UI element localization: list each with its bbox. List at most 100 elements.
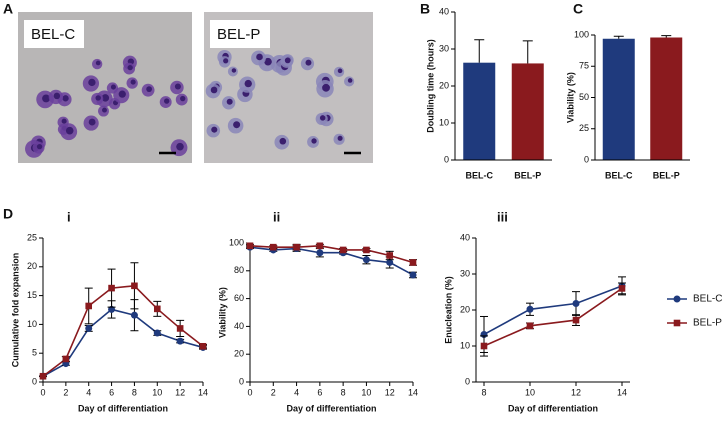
marker: [409, 271, 417, 279]
label-box: [210, 20, 270, 48]
series-line: [249, 246, 414, 276]
x-axis-label: Day of differentiation: [78, 403, 168, 413]
y-tick-label: 10: [27, 319, 37, 329]
x-tick-label: 12: [175, 387, 185, 397]
nucleus: [62, 95, 69, 102]
marker: [246, 242, 254, 250]
nucleus: [61, 118, 67, 124]
nucleus: [210, 86, 218, 94]
marker: [526, 305, 534, 313]
nucleus: [337, 68, 343, 74]
marker: [572, 300, 580, 308]
nucleus: [322, 83, 330, 92]
nucleus: [305, 59, 312, 66]
marker: [108, 284, 115, 292]
nucleus: [164, 98, 170, 104]
marker: [362, 256, 370, 264]
nucleus: [231, 68, 237, 73]
nucleus: [36, 143, 43, 150]
x-tick-label: BEL-P: [514, 170, 541, 180]
nucleus: [180, 95, 186, 102]
x-tick-label: 8: [481, 387, 486, 397]
nucleus: [319, 115, 326, 121]
nucleus: [337, 135, 343, 141]
x-tick-label: 14: [198, 387, 208, 397]
x-tick-label: 4: [86, 387, 91, 397]
y-tick-label: 40: [439, 6, 449, 16]
nucleus: [53, 92, 61, 100]
y-tick-label: 15: [27, 290, 37, 300]
series-line: [42, 284, 204, 377]
x-tick-label: 6: [317, 387, 322, 397]
nucleus: [244, 79, 252, 88]
y-tick-label: 40: [460, 232, 470, 242]
nucleus: [311, 138, 317, 144]
nucleus: [347, 78, 353, 83]
y-tick-label: 20: [27, 261, 37, 271]
marker: [62, 355, 70, 363]
y-tick-label: 0: [465, 376, 470, 386]
nucleus: [174, 83, 181, 90]
y-tick-label: 30: [460, 268, 470, 278]
nucleus: [279, 137, 287, 145]
bar: [511, 63, 544, 160]
marker: [85, 324, 93, 332]
nucleus: [256, 53, 263, 61]
x-tick-label: 8: [132, 387, 137, 397]
nucleus: [42, 94, 51, 103]
x-tick-label: 12: [385, 387, 395, 397]
marker: [386, 258, 394, 266]
cells: [25, 49, 355, 158]
marker: [363, 246, 370, 254]
marker: [339, 246, 347, 254]
marker: [176, 337, 184, 345]
marker: [153, 329, 161, 337]
marker: [572, 316, 580, 324]
panel-letter: C: [573, 1, 583, 17]
x-tick-label: 10: [152, 387, 162, 397]
marker: [618, 285, 626, 292]
x-axis-label: Day of differentiation: [508, 403, 598, 413]
x-tick-label: 12: [571, 387, 581, 397]
x-tick-label: BEL-P: [653, 170, 680, 180]
x-tick-label: 6: [109, 387, 114, 397]
nucleus: [101, 94, 110, 102]
nucleus: [226, 98, 233, 105]
nucleus: [118, 90, 126, 98]
image-label: BEL-C: [31, 26, 75, 43]
y-tick-label: 0: [444, 154, 449, 164]
marker: [293, 243, 300, 251]
x-tick-label: 2: [271, 387, 276, 397]
bar: [650, 37, 683, 160]
panel-letter: A: [3, 1, 13, 17]
marker: [85, 302, 93, 310]
label-box: [24, 20, 84, 48]
legend-label: BEL-P: [693, 318, 722, 329]
marker: [386, 252, 394, 259]
y-axis-label: Viability (%): [565, 72, 575, 123]
x-tick-label: 0: [40, 387, 45, 397]
bar: [463, 62, 496, 160]
nucleus: [130, 79, 136, 85]
x-tick-label: 8: [341, 387, 346, 397]
marker: [176, 325, 184, 332]
legend-marker: [673, 295, 681, 303]
x-tick-label: 14: [408, 387, 418, 397]
y-tick-label: 0: [239, 376, 244, 386]
y-tick-label: 100: [574, 29, 589, 39]
marker: [199, 342, 207, 350]
y-tick-label: 30: [439, 43, 449, 53]
panel-letter: D: [3, 206, 13, 222]
y-tick-label: 20: [234, 349, 244, 359]
x-axis-label: Day of differentiation: [286, 403, 376, 413]
series-line: [483, 287, 623, 347]
nucleus: [65, 126, 74, 135]
x-tick-label: 10: [525, 387, 535, 397]
y-tick-label: 25: [579, 123, 589, 133]
marker: [526, 322, 534, 330]
legend-label: BEL-C: [693, 294, 722, 305]
marker: [269, 243, 277, 251]
nucleus: [211, 126, 218, 133]
y-tick-label: 10: [460, 340, 470, 350]
